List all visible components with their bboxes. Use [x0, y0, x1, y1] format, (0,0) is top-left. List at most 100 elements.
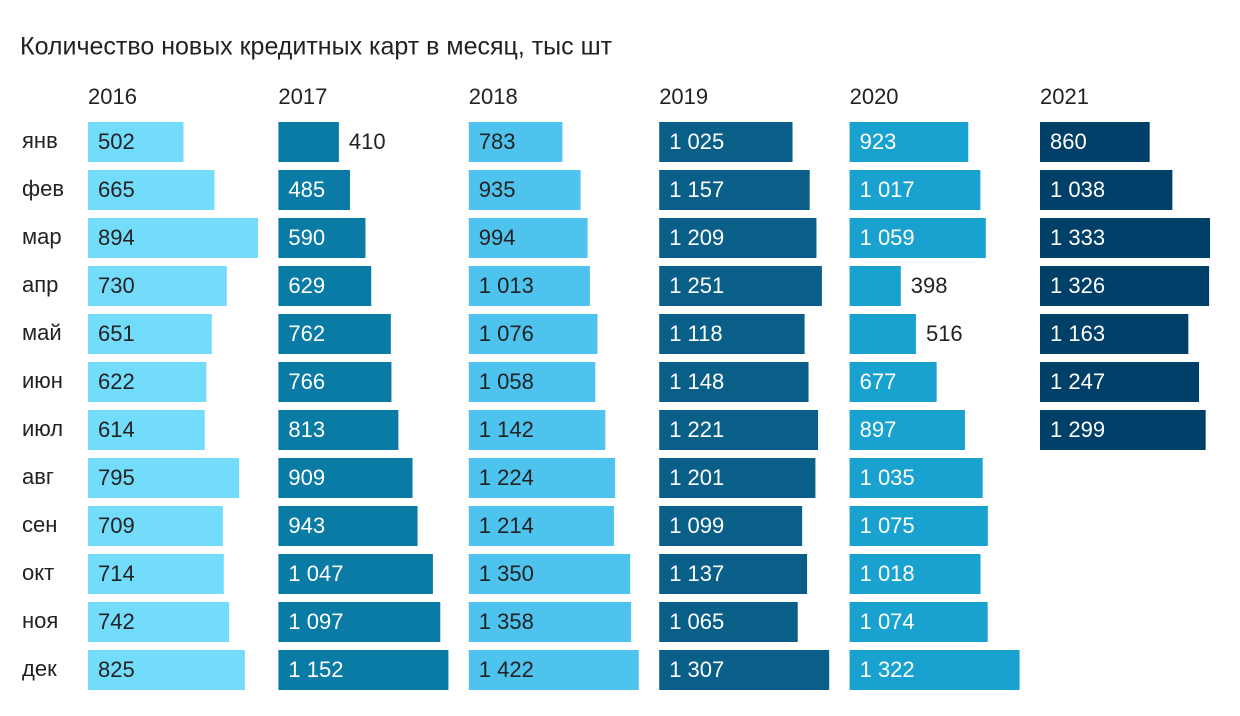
value-label: 1 299 [1050, 417, 1105, 442]
value-label: 665 [98, 177, 135, 202]
row-label: июл [22, 416, 63, 441]
bar [849, 410, 965, 450]
panel-title: 2021 [1040, 84, 1089, 109]
row-label: авг [22, 464, 54, 489]
value-label: 651 [98, 321, 135, 346]
bar [849, 506, 988, 546]
value-label: 897 [860, 417, 897, 442]
bar [1040, 122, 1150, 162]
bar [468, 362, 596, 402]
bar [468, 602, 632, 642]
value-label: 1 038 [1050, 177, 1105, 202]
row-label: ноя [22, 608, 58, 633]
row-label: окт [22, 560, 54, 585]
bar [849, 266, 901, 306]
bar [88, 554, 224, 594]
value-label: 398 [911, 273, 948, 298]
bar [278, 506, 418, 546]
value-label: 1 097 [288, 609, 343, 634]
bar [659, 554, 808, 594]
bar [659, 506, 803, 546]
bar [468, 170, 581, 210]
value-label: 1 224 [479, 465, 534, 490]
row-label: сен [22, 512, 57, 537]
value-label: 730 [98, 273, 135, 298]
bar [849, 650, 1020, 690]
bar [468, 122, 563, 162]
value-label: 1 326 [1050, 273, 1105, 298]
value-label: 1 247 [1050, 369, 1105, 394]
value-label: 783 [479, 129, 516, 154]
value-label: 629 [288, 273, 325, 298]
bar [659, 410, 819, 450]
bar [468, 458, 616, 498]
value-label: 1 214 [479, 513, 534, 538]
value-label: 1 047 [288, 561, 343, 586]
bar [468, 506, 614, 546]
bar [88, 218, 258, 258]
bar [849, 170, 981, 210]
bar [1040, 362, 1200, 402]
value-label: 943 [288, 513, 325, 538]
bar [88, 410, 205, 450]
value-label: 1 058 [479, 369, 534, 394]
value-label: 860 [1050, 129, 1087, 154]
row-label: май [22, 320, 62, 345]
value-label: 1 118 [669, 321, 722, 346]
value-label: 894 [98, 225, 135, 250]
value-label: 994 [479, 225, 516, 250]
value-label: 1 074 [860, 609, 915, 634]
bar [659, 218, 817, 258]
bar [468, 410, 606, 450]
bar [659, 602, 798, 642]
value-label: 1 025 [669, 129, 724, 154]
bar [278, 650, 449, 690]
value-label: 485 [288, 177, 325, 202]
value-label: 590 [288, 225, 325, 250]
value-label: 795 [98, 465, 135, 490]
bar [1040, 314, 1189, 354]
row-label: фев [22, 176, 64, 201]
bar [659, 650, 830, 690]
bar [659, 362, 809, 402]
bar [278, 266, 372, 306]
bar [88, 362, 207, 402]
value-label: 410 [349, 129, 386, 154]
bar [468, 218, 588, 258]
bar [278, 314, 391, 354]
bar [88, 458, 240, 498]
value-label: 1 148 [669, 369, 724, 394]
value-label: 766 [288, 369, 325, 394]
bar [849, 602, 988, 642]
bar [88, 314, 212, 354]
value-label: 1 142 [479, 417, 534, 442]
value-label: 1 076 [479, 321, 534, 346]
bar [88, 170, 215, 210]
value-label: 1 065 [669, 609, 724, 634]
bar [849, 122, 969, 162]
bar [88, 650, 245, 690]
bar [88, 602, 230, 642]
value-label: 1 251 [669, 273, 724, 298]
value-label: 709 [98, 513, 135, 538]
value-label: 1 099 [669, 513, 724, 538]
panel-title: 2017 [278, 84, 327, 109]
bar [468, 314, 598, 354]
row-label: янв [22, 128, 58, 153]
bar [88, 122, 184, 162]
value-label: 614 [98, 417, 135, 442]
value-label: 1 152 [288, 657, 343, 682]
bar [278, 170, 350, 210]
value-label: 677 [860, 369, 897, 394]
bar [278, 410, 399, 450]
bar [849, 554, 981, 594]
value-label: 909 [288, 465, 325, 490]
value-label: 1 201 [669, 465, 724, 490]
value-label: 1 157 [669, 177, 724, 202]
bar [278, 218, 366, 258]
value-label: 935 [479, 177, 516, 202]
value-label: 1 059 [860, 225, 915, 250]
bar [849, 218, 986, 258]
value-label: 502 [98, 129, 135, 154]
